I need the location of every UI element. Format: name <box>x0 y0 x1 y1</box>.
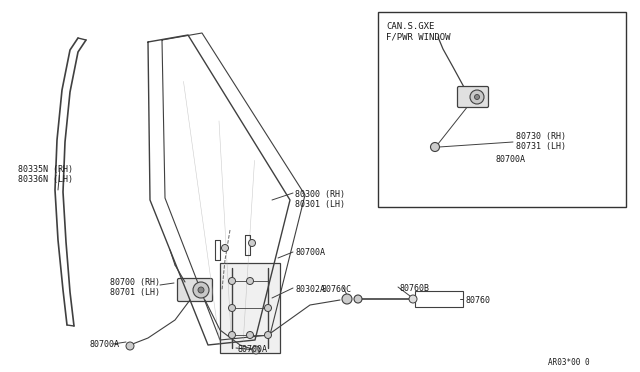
Text: 80700A: 80700A <box>90 340 120 349</box>
Circle shape <box>409 295 417 303</box>
Bar <box>415 291 463 307</box>
Text: 80335N (RH): 80335N (RH) <box>18 165 73 174</box>
Circle shape <box>228 305 236 311</box>
Text: 80300 (RH): 80300 (RH) <box>295 190 345 199</box>
Circle shape <box>246 331 253 339</box>
Text: 80731 (LH): 80731 (LH) <box>516 142 566 151</box>
Text: CAN.S.GXE: CAN.S.GXE <box>386 22 435 31</box>
Circle shape <box>342 294 352 304</box>
Circle shape <box>248 240 255 247</box>
Circle shape <box>228 278 236 285</box>
Text: 80700A: 80700A <box>295 248 325 257</box>
Circle shape <box>264 331 271 339</box>
FancyBboxPatch shape <box>177 279 212 301</box>
Text: AR03*00 0: AR03*00 0 <box>548 358 589 367</box>
Text: F/PWR WINDOW: F/PWR WINDOW <box>386 32 451 41</box>
Text: 80760B: 80760B <box>400 284 430 293</box>
Text: 80700A: 80700A <box>496 155 526 164</box>
Circle shape <box>221 244 228 251</box>
Text: 80336N (LH): 80336N (LH) <box>18 175 73 184</box>
Circle shape <box>126 342 134 350</box>
Circle shape <box>198 287 204 293</box>
Bar <box>220 263 280 353</box>
Text: 80700 (RH): 80700 (RH) <box>110 278 160 287</box>
Circle shape <box>264 305 271 311</box>
Circle shape <box>252 346 260 354</box>
FancyBboxPatch shape <box>458 87 488 108</box>
Text: 80700A: 80700A <box>238 345 268 354</box>
Circle shape <box>193 282 209 298</box>
Text: 80301 (LH): 80301 (LH) <box>295 200 345 209</box>
Circle shape <box>246 278 253 285</box>
Text: 80760C: 80760C <box>322 285 352 294</box>
Circle shape <box>470 90 484 104</box>
Circle shape <box>431 142 440 151</box>
Text: 80760: 80760 <box>465 296 490 305</box>
Circle shape <box>228 331 236 339</box>
Circle shape <box>354 295 362 303</box>
Text: 80730 (RH): 80730 (RH) <box>516 132 566 141</box>
Circle shape <box>474 94 479 99</box>
Bar <box>378 12 626 207</box>
Text: 80302A: 80302A <box>295 285 325 294</box>
Text: 80701 (LH): 80701 (LH) <box>110 288 160 297</box>
